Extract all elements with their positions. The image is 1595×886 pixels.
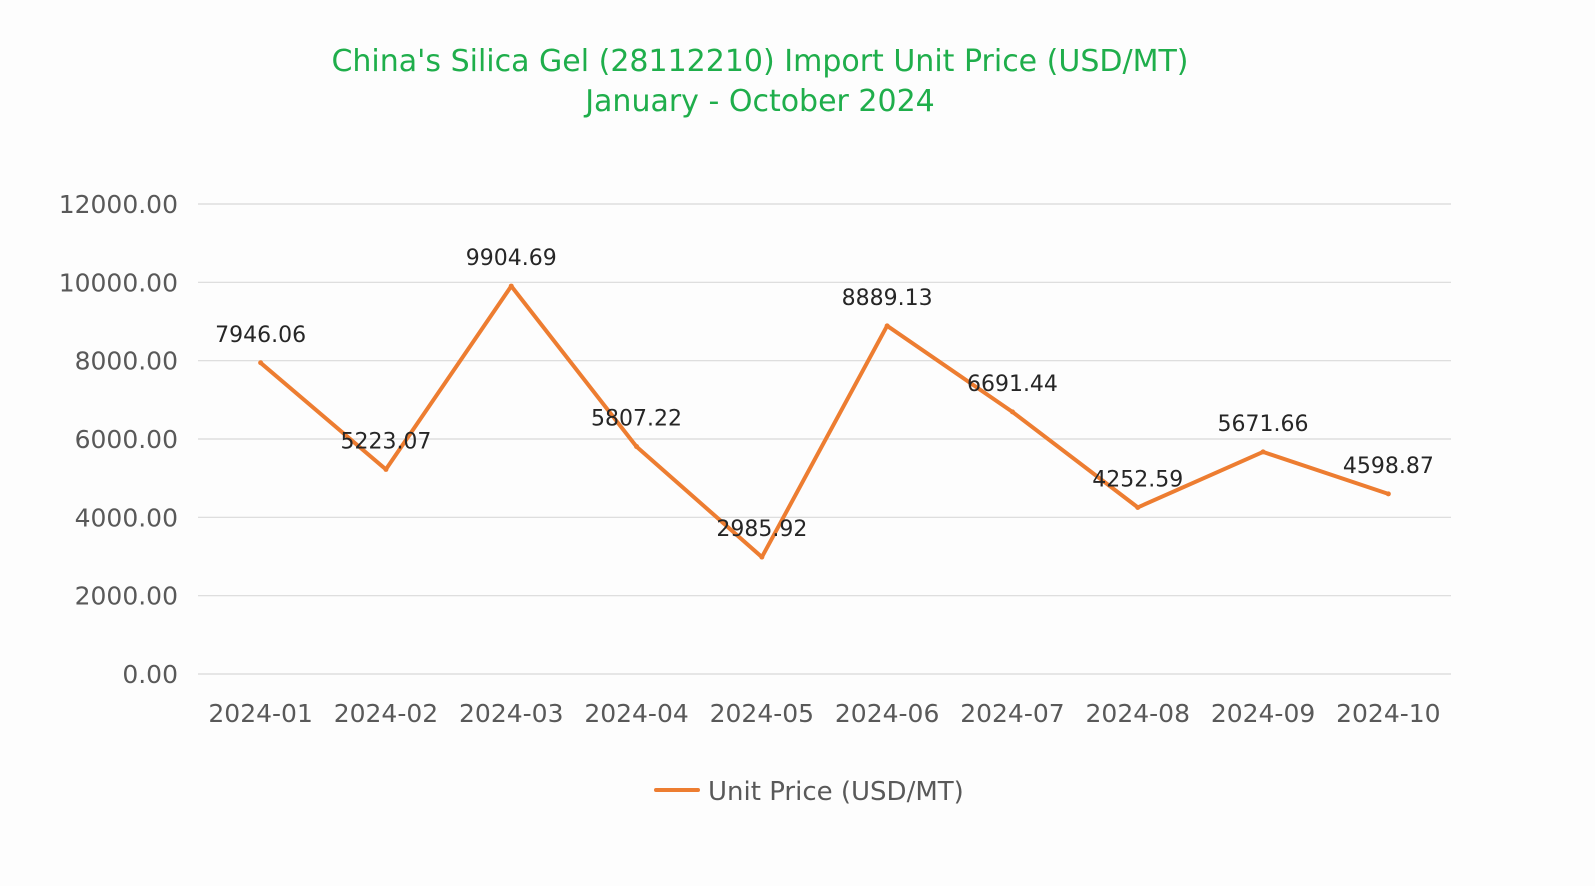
data-labels: 7946.06 5223.07 9904.69 5807.22 2985.92 8889.…: [215, 246, 1434, 542]
y-tick-label: 12000.00: [59, 190, 178, 219]
data-label: 5671.66: [1218, 412, 1309, 437]
data-point: [634, 444, 640, 450]
x-tick-label: 2024-07: [960, 699, 1064, 728]
x-tick-label: 2024-02: [334, 699, 438, 728]
data-point: [508, 283, 514, 289]
x-tick-label: 2024-03: [459, 699, 563, 728]
x-tick-label: 2024-01: [208, 699, 312, 728]
data-point: [383, 466, 389, 472]
series-group: [258, 283, 1391, 560]
y-tick-label: 8000.00: [75, 347, 178, 376]
data-point: [258, 360, 264, 366]
data-label: 9904.69: [466, 246, 557, 271]
legend: Unit Price (USD/MT): [654, 777, 964, 807]
data-label: 2985.92: [716, 517, 807, 542]
x-tick-label: 2024-08: [1086, 699, 1190, 728]
data-point: [1260, 449, 1266, 455]
x-tick-label: 2024-06: [835, 699, 939, 728]
data-label: 5807.22: [591, 407, 682, 432]
legend-label: Unit Price (USD/MT): [708, 777, 964, 807]
y-tick-label: 2000.00: [75, 582, 178, 611]
y-axis: 0.00 2000.00 4000.00 6000.00 8000.00 10000.00…: [59, 190, 178, 689]
y-tick-label: 6000.00: [75, 425, 178, 454]
data-label: 7946.06: [215, 323, 306, 348]
chart-subtitle: January - October 2024: [585, 84, 935, 119]
data-label: 4598.87: [1343, 454, 1434, 479]
y-tick-label: 4000.00: [75, 503, 178, 532]
data-point: [1009, 409, 1015, 415]
data-point: [1385, 491, 1391, 497]
y-tick-label: 0.00: [122, 660, 178, 689]
data-point: [759, 554, 765, 560]
x-tick-label: 2024-04: [584, 699, 688, 728]
data-label: 5223.07: [340, 429, 431, 454]
chart-title: China's Silica Gel (28112210) Import Uni…: [331, 44, 1189, 79]
x-tick-label: 2024-05: [710, 699, 814, 728]
data-point: [884, 323, 890, 329]
data-point: [1135, 504, 1141, 510]
data-label: 4252.59: [1092, 467, 1183, 492]
x-tick-label: 2024-09: [1211, 699, 1315, 728]
series-line: [258, 284, 1391, 560]
gridlines: [198, 203, 1451, 675]
y-tick-label: 10000.00: [59, 268, 178, 297]
x-tick-label: 2024-10: [1336, 699, 1440, 728]
data-label: 8889.13: [842, 286, 933, 311]
x-axis: 2024-01 2024-02 2024-03 2024-04 2024-05 2024-…: [208, 699, 1440, 728]
data-label: 6691.44: [967, 372, 1058, 397]
